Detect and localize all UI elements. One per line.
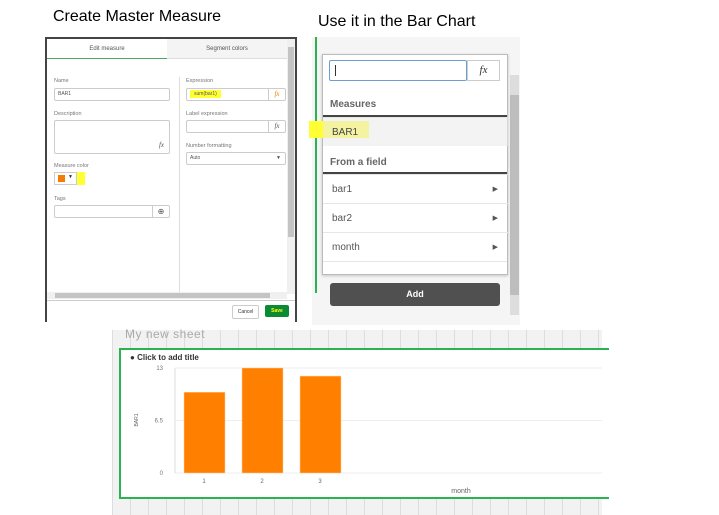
x-tick-label: 1 bbox=[202, 479, 206, 485]
panel-scrollbar[interactable] bbox=[510, 75, 519, 315]
bar bbox=[241, 367, 284, 474]
y-axis-label: BAR1 bbox=[134, 413, 140, 426]
sheet-title: My new sheet bbox=[125, 327, 206, 341]
add-button[interactable]: Add bbox=[330, 283, 500, 306]
bar-chart: 0 6.5 13 1 2 3 month BAR1 bbox=[134, 366, 602, 495]
tab-edit-measure[interactable]: Edit measure bbox=[47, 39, 167, 59]
chevron-down-icon: ▼ bbox=[276, 155, 281, 161]
tab-segment-colors[interactable]: Segment colors bbox=[167, 39, 287, 59]
caret-right-icon: ▶ bbox=[492, 186, 498, 193]
vertical-scrollbar[interactable] bbox=[287, 39, 295, 294]
measures-header: Measures bbox=[330, 99, 377, 110]
tags-label: Tags bbox=[54, 196, 66, 202]
fx-icon[interactable]: fx bbox=[268, 89, 285, 100]
chevron-down-icon: ▼ bbox=[68, 174, 73, 180]
field-label: month bbox=[332, 242, 360, 253]
expression-label: Expression bbox=[186, 78, 214, 84]
expression-value: sum(bar1) bbox=[190, 90, 221, 98]
divider bbox=[323, 115, 507, 117]
expression-input[interactable]: sum(bar1) fx bbox=[186, 88, 286, 101]
name-label: Name bbox=[54, 78, 69, 84]
name-input[interactable]: BAR1 bbox=[54, 88, 170, 101]
dialog-footer: Cancel Save bbox=[47, 300, 295, 322]
selection-line bbox=[315, 37, 317, 293]
label-expression-input[interactable]: fx bbox=[186, 120, 286, 133]
measure-picker-popup: fx Measures BAR1 From a field bar1 ▶ bar2… bbox=[309, 54, 508, 275]
horizontal-scrollbar[interactable] bbox=[47, 292, 287, 299]
number-formatting-select[interactable]: Auto ▼ bbox=[186, 152, 286, 165]
number-formatting-value: Auto bbox=[190, 155, 201, 161]
field-item-bar1[interactable]: bar1 ▶ bbox=[323, 174, 508, 203]
y-tick-label: 0 bbox=[160, 471, 164, 477]
fx-button[interactable]: fx bbox=[467, 60, 500, 81]
x-tick-label: 3 bbox=[318, 479, 322, 485]
divider bbox=[323, 172, 507, 174]
y-tick-label: 13 bbox=[156, 366, 163, 372]
from-field-header: From a field bbox=[330, 157, 387, 168]
chart-title[interactable]: ● Click to add title bbox=[130, 353, 199, 362]
divider bbox=[179, 77, 180, 292]
y-tick-label: 6.5 bbox=[155, 419, 164, 425]
number-formatting-label: Number formatting bbox=[186, 143, 232, 149]
fx-icon[interactable]: fx bbox=[158, 141, 164, 149]
caption-create-master-measure: Create Master Measure bbox=[53, 8, 222, 25]
save-button[interactable]: Save bbox=[265, 305, 289, 317]
measure-item-bar1[interactable]: BAR1 bbox=[323, 117, 508, 146]
field-label: bar2 bbox=[332, 213, 353, 224]
field-item-month[interactable]: month ▶ bbox=[323, 232, 508, 261]
field-item-bar2[interactable]: bar2 ▶ bbox=[323, 203, 508, 232]
description-input[interactable]: fx bbox=[54, 120, 170, 154]
fx-icon[interactable]: fx bbox=[268, 121, 285, 132]
caption-use-in-bar-chart: Use it in the Bar Chart bbox=[318, 13, 476, 30]
caret-right-icon: ▶ bbox=[492, 244, 498, 251]
x-axis-label: month bbox=[451, 488, 471, 495]
chart-title-text: Click to add title bbox=[137, 353, 199, 362]
tags-input[interactable]: ⊕ bbox=[54, 205, 170, 218]
search-input[interactable] bbox=[329, 60, 467, 81]
caret-right-icon: ▶ bbox=[492, 215, 498, 222]
cancel-button[interactable]: Cancel bbox=[232, 305, 259, 319]
x-tick-label: 2 bbox=[260, 479, 264, 485]
bar bbox=[299, 375, 342, 474]
measure-color-label: Measure color bbox=[54, 163, 89, 169]
bar bbox=[183, 391, 226, 474]
info-icon: ● bbox=[130, 353, 135, 362]
color-swatch bbox=[58, 175, 65, 182]
field-label: bar1 bbox=[332, 184, 353, 195]
divider bbox=[323, 261, 507, 262]
edit-measure-dialog: Edit measure Segment colors Name BAR1 De… bbox=[45, 37, 297, 322]
label-expression-label: Label expression bbox=[186, 111, 228, 117]
measure-color-picker[interactable]: ▼ bbox=[54, 172, 77, 185]
add-tag-icon[interactable]: ⊕ bbox=[152, 206, 169, 217]
description-label: Description bbox=[54, 111, 82, 117]
